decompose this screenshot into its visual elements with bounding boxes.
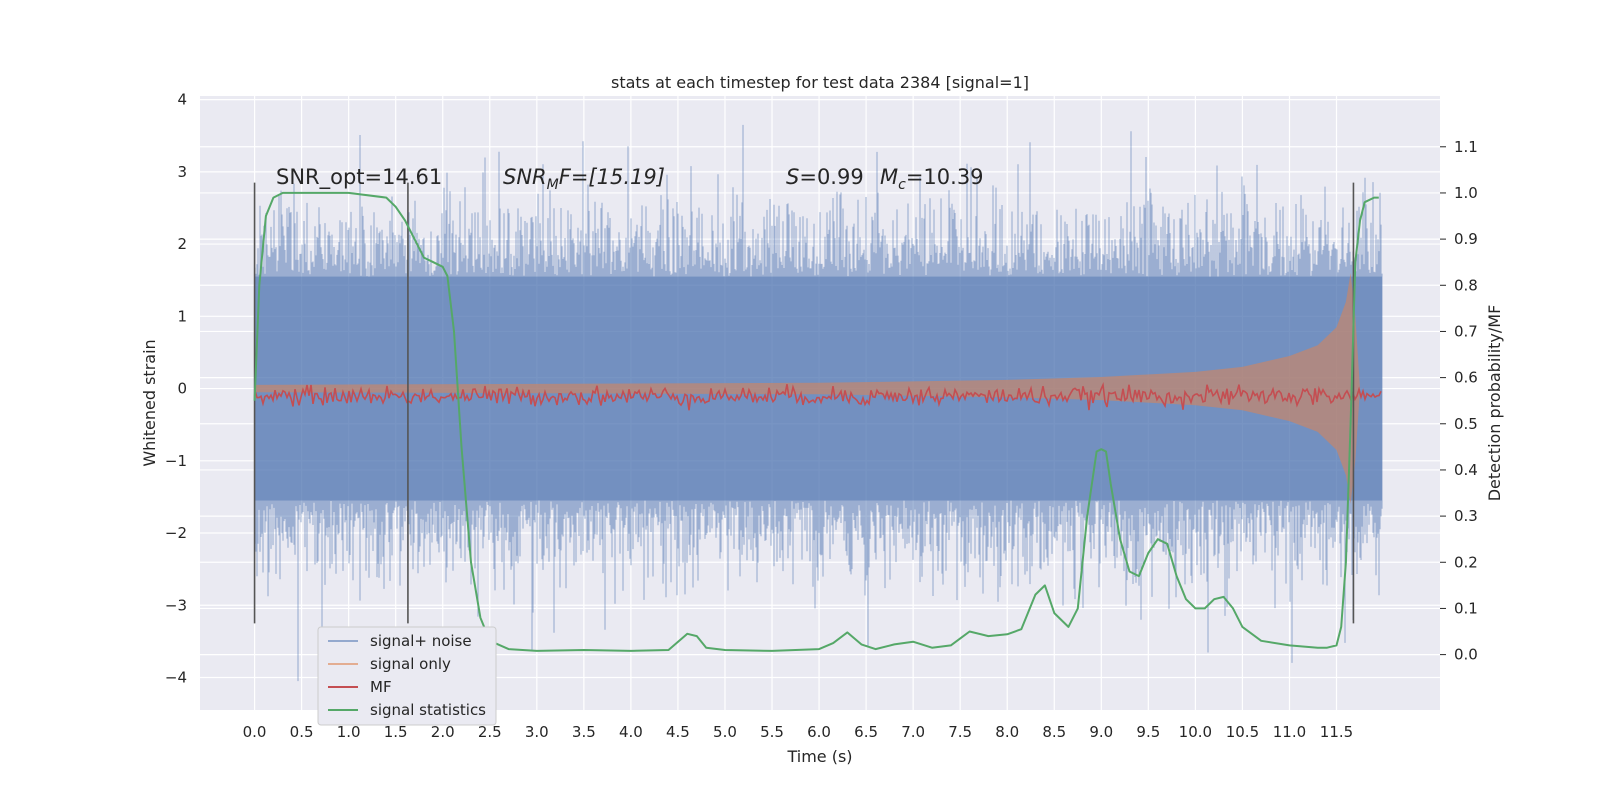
annotation-snr-mf-sub: M <box>547 177 559 193</box>
annotation-s: S=0.99 <box>786 165 864 189</box>
x-tick-label: 0.5 <box>290 723 314 741</box>
x-tick-label: 1.5 <box>384 723 408 741</box>
y-right-tick-label: 0.3 <box>1454 507 1478 525</box>
x-tick-label: 4.5 <box>666 723 690 741</box>
x-tick-label: 6.5 <box>854 723 878 741</box>
x-tick-label: 10.5 <box>1226 723 1259 741</box>
x-tick-label: 9.0 <box>1089 723 1113 741</box>
x-axis-title: Time (s) <box>786 747 852 766</box>
y-right-tick-label: 0.1 <box>1454 599 1478 617</box>
y-right-tick-label: 1.0 <box>1454 184 1478 202</box>
y-right-tick-label: 0.8 <box>1454 276 1478 294</box>
annotation-mc-value: =10.39 <box>906 165 984 189</box>
y-right-tick-label: 0.2 <box>1454 553 1478 571</box>
y-right-tick-label: 1.1 <box>1454 138 1478 156</box>
y-right-tick-label: 0.0 <box>1454 646 1478 664</box>
y-tick-label: 0 <box>177 380 187 398</box>
y-tick-label: −1 <box>165 452 187 470</box>
annotation-snr-mf-suffix: F=[15.19] <box>559 165 665 189</box>
x-tick-label: 4.0 <box>619 723 643 741</box>
x-tick-label: 7.5 <box>948 723 972 741</box>
annotation-s-label: S <box>786 165 799 189</box>
annotation-mc-label: M <box>880 165 898 189</box>
chart-title: stats at each timestep for test data 238… <box>611 73 1029 92</box>
y-axis-right-title: Detection probability/MF <box>1485 305 1504 502</box>
legend: signal+ noise signal only MF signal stat… <box>317 626 497 726</box>
signal-statistics-line <box>253 191 1379 652</box>
legend-label-signal-statistics: signal statistics <box>370 701 486 719</box>
y-right-tick-label: 0.9 <box>1454 230 1478 248</box>
y-tick-label: 2 <box>177 235 187 253</box>
x-tick-label: 11.5 <box>1320 723 1353 741</box>
x-tick-label: 8.0 <box>995 723 1019 741</box>
x-tick-label: 3.0 <box>525 723 549 741</box>
y-axis-title: Whitened strain <box>140 339 159 466</box>
y-right-tick-label: 0.6 <box>1454 369 1478 387</box>
x-tick-label: 6.0 <box>807 723 831 741</box>
y-right-tick-label: 0.5 <box>1454 415 1478 433</box>
x-tick-label: 7.0 <box>901 723 925 741</box>
annotation-snr-mf: SNRMF=[15.19] <box>503 165 665 193</box>
y-right-tick-label: 0.4 <box>1454 461 1478 479</box>
y-tick-label: 1 <box>177 307 187 325</box>
legend-label-mf: MF <box>370 678 392 696</box>
annotation-mc: Mc=10.39 <box>880 165 984 193</box>
x-axis-ticks: 0.0 0.5 1.0 1.5 2.0 2.5 3.0 3.5 4.0 4.5 5.0 5.5 6.0 6… <box>243 723 1354 741</box>
x-tick-label: 10.0 <box>1179 723 1212 741</box>
x-tick-label: 9.5 <box>1136 723 1160 741</box>
signal-statistics-series <box>253 191 1379 652</box>
legend-label-signal-noise: signal+ noise <box>370 632 472 650</box>
annotation-snr-opt: SNR_opt=14.61 <box>276 165 442 190</box>
x-tick-label: 0.0 <box>243 723 267 741</box>
x-tick-label: 11.0 <box>1273 723 1306 741</box>
legend-label-signal-only: signal only <box>370 655 451 673</box>
x-tick-label: 2.5 <box>478 723 502 741</box>
x-tick-label: 3.5 <box>572 723 596 741</box>
y-axis-right-ticks: 0.0 0.1 0.2 0.3 0.4 0.5 0.6 0.7 0.8 0.9 1.0 1.1 <box>1440 138 1478 664</box>
y-tick-label: 3 <box>177 163 187 181</box>
x-tick-label: 8.5 <box>1042 723 1066 741</box>
vertical-markers <box>253 182 1355 624</box>
y-right-tick-label: 0.7 <box>1454 322 1478 340</box>
x-tick-label: 1.0 <box>337 723 361 741</box>
y-tick-label: 4 <box>177 91 187 109</box>
y-tick-label: −4 <box>165 668 187 686</box>
x-tick-label: 5.0 <box>713 723 737 741</box>
y-tick-label: −2 <box>165 524 187 542</box>
signal-envelope <box>254 273 1361 505</box>
legend-box <box>317 626 497 726</box>
x-tick-label: 5.5 <box>760 723 784 741</box>
mf-series <box>254 381 1382 411</box>
signal-only-series <box>254 273 1361 505</box>
y-tick-label: −3 <box>165 596 187 614</box>
annotation-mc-sub: c <box>898 177 906 193</box>
mf-line <box>254 381 1382 411</box>
x-tick-label: 2.0 <box>431 723 455 741</box>
annotation-snr-mf-prefix: SNR <box>503 165 547 189</box>
y-axis-ticks: −4 −3 −2 −1 0 1 2 3 4 <box>165 91 187 687</box>
annotation-s-value: =0.99 <box>799 165 863 189</box>
